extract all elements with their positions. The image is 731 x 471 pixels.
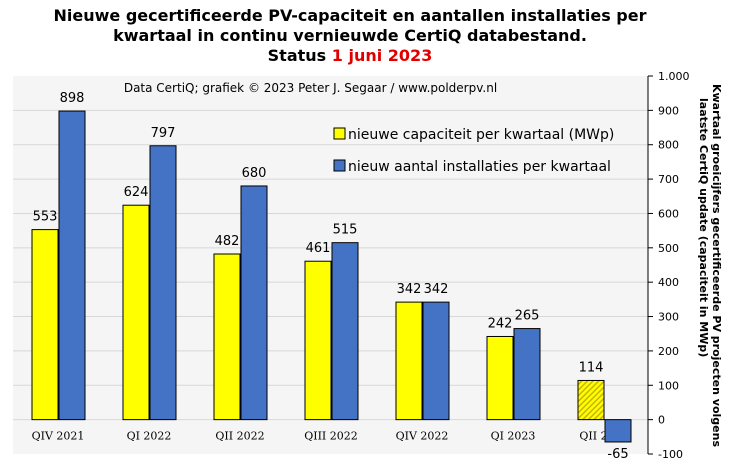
data-label: 114: [579, 360, 604, 375]
data-label: 482: [215, 234, 240, 249]
data-label: 342: [424, 282, 449, 297]
data-label: 242: [488, 316, 513, 331]
y-tick-label: 300: [658, 311, 679, 324]
x-tick-label: QI 2022: [127, 430, 172, 443]
y-axis-label-line1: Kwartaal groeicijfers gecertificeerde PV…: [710, 84, 723, 447]
x-tick-label: QII 2022: [215, 430, 264, 443]
title-line-1: Nieuwe gecertificeerde PV-capaciteit en …: [53, 6, 647, 25]
legend-label: nieuwe capaciteit per kwartaal (MWp): [348, 127, 614, 143]
bar-installations: [149, 145, 177, 421]
x-tick-label: QIV 2021: [32, 430, 85, 443]
bar-installations: [240, 185, 268, 421]
data-label: 797: [151, 126, 176, 141]
data-label: -65: [607, 447, 628, 462]
y-tick-label: 100: [658, 379, 679, 392]
bar-capacity: [213, 253, 241, 421]
y-tick-label: 1.000: [658, 70, 690, 83]
bar-installations: [331, 242, 359, 421]
legend-label: nieuw aantal installaties per kwartaal: [348, 159, 611, 175]
x-tick-label: QIII 2022: [304, 430, 358, 443]
x-tick-label: QI 2023: [491, 430, 536, 443]
chart-title: Nieuwe gecertificeerde PV-capaciteit en …: [0, 6, 700, 66]
y-tick-label: 800: [658, 139, 679, 152]
title-line-2: kwartaal in continu vernieuwde CertiQ da…: [113, 26, 587, 45]
data-label: 898: [60, 91, 85, 106]
bar-capacity: [122, 204, 150, 421]
y-tick-label: 500: [658, 242, 679, 255]
bar-capacity: [31, 229, 59, 421]
y-tick-label: 900: [658, 104, 679, 117]
bar-capacity: [395, 301, 423, 421]
y-tick-label: -100: [658, 448, 683, 461]
data-label: 461: [306, 241, 331, 256]
bar-installations: [604, 419, 632, 443]
chart-subtitle: Data CertiQ; grafiek © 2023 Peter J. Seg…: [124, 81, 497, 95]
title-date: 1 juni 2023: [331, 46, 433, 65]
x-tick-label: QIV 2022: [396, 430, 449, 443]
bar-capacity: [304, 260, 332, 421]
data-label: 342: [397, 282, 422, 297]
data-label: 680: [242, 166, 267, 181]
y-axis-label-line2: laatste CertiQ update (capaciteit in MWp…: [697, 98, 710, 357]
data-label: 624: [124, 185, 149, 200]
bar-capacity: [577, 379, 605, 421]
bar-capacity: [486, 335, 514, 421]
bar-installations: [422, 301, 450, 421]
y-tick-label: 200: [658, 345, 679, 358]
legend-swatch: [333, 127, 346, 140]
y-tick-label: 700: [658, 173, 679, 186]
data-label: 265: [515, 309, 540, 324]
y-tick-label: 600: [658, 207, 679, 220]
y-tick-label: 0: [658, 414, 665, 427]
bar-installations: [58, 110, 86, 421]
data-label: 553: [33, 210, 58, 225]
y-tick-label: 400: [658, 276, 679, 289]
title-status: Status: [267, 46, 327, 65]
bar-installations: [513, 328, 541, 421]
legend-swatch: [333, 159, 346, 172]
data-label: 515: [333, 223, 358, 238]
